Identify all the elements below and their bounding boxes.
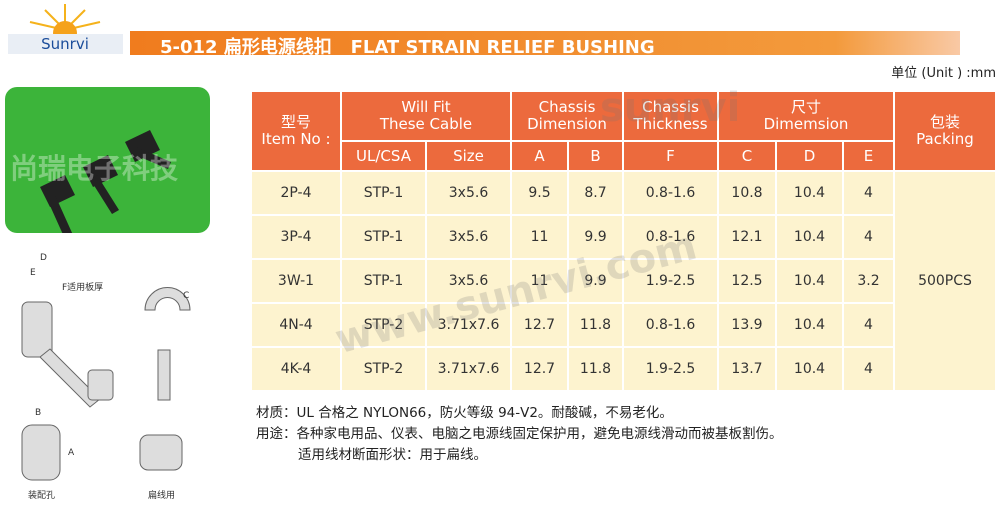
cell: 4 xyxy=(842,170,895,216)
subheader-cell: Size xyxy=(425,140,512,172)
cell: 4N-4 xyxy=(250,302,342,348)
cell: 4 xyxy=(842,302,895,348)
logo-text: Sunrvi xyxy=(41,35,89,53)
unit: 单位 (Unit ) :mm xyxy=(891,66,996,81)
packing-cell: 500PCS xyxy=(893,170,997,392)
logo: Sunrvi xyxy=(8,4,123,54)
cell: 2P-4 xyxy=(250,170,342,216)
header-cell: Will Fit These Cable xyxy=(340,90,512,142)
dim-label: A xyxy=(68,448,75,458)
subheader-cell: B xyxy=(567,140,624,172)
cell: 9.5 xyxy=(510,170,569,216)
note: 适用线材断面形状：用于扁线。 xyxy=(298,447,487,463)
cell: 9.9 xyxy=(567,258,624,304)
cell: 12.1 xyxy=(717,214,777,260)
header-cell: Chassis Dimension xyxy=(510,90,624,142)
row: 4N-4 STP-2 3.71x7.6 12.7 11.8 0.8-1.6 13.9 10.4… xyxy=(250,302,996,348)
cell: 3.2 xyxy=(842,258,895,304)
cell: 0.8-1.6 xyxy=(622,302,719,348)
dim-label: B xyxy=(35,408,41,418)
cell: 0.8-1.6 xyxy=(622,170,719,216)
subheader-cell: A xyxy=(510,140,569,172)
cell: 3x5.6 xyxy=(425,258,512,304)
dim-label: E xyxy=(30,268,36,278)
note: 用途：各种家电用品、仪表、电脑之电源线固定保护用，避免电源线滑动而被基板割伤。 xyxy=(256,426,783,442)
cell: 13.7 xyxy=(717,346,777,392)
cell: 12.7 xyxy=(510,302,569,348)
note: 材质：UL 合格之 NYLON66，防火等级 94-V2。耐酸碱，不易老化。 xyxy=(256,405,673,421)
subheader-cell: F xyxy=(622,140,719,172)
cell: 11 xyxy=(510,258,569,304)
title: 5-012 扁形电源线扣 FLAT STRAIN RELIEF BUSHING xyxy=(160,37,655,58)
product-photo: 尚瑞电子科技 xyxy=(5,87,210,233)
row: 3W-1 STP-1 3x5.6 11 9.9 1.9-2.5 12.5 10.4 3.2 xyxy=(250,258,996,304)
cell: 11.8 xyxy=(567,302,624,348)
cell: 11 xyxy=(510,214,569,260)
cell: STP-1 xyxy=(340,258,427,304)
cell: STP-1 xyxy=(340,170,427,216)
cell: 3.71x7.6 xyxy=(425,346,512,392)
cell: STP-2 xyxy=(340,302,427,348)
cell: STP-1 xyxy=(340,214,427,260)
cell: 3x5.6 xyxy=(425,170,512,216)
subheader-cell: UL/CSA xyxy=(340,140,427,172)
cell: 1.9-2.5 xyxy=(622,346,719,392)
dim-label: 装配孔 xyxy=(28,489,55,501)
cell: 12.7 xyxy=(510,346,569,392)
cell: 3W-1 xyxy=(250,258,342,304)
dim-label: 扁线用 xyxy=(148,489,175,501)
cell: 1.9-2.5 xyxy=(622,258,719,304)
cell: 10.4 xyxy=(775,214,844,260)
header-cell: 尺寸 Dimemsion xyxy=(717,90,895,142)
cell: 9.9 xyxy=(567,214,624,260)
drawings: D E F适用板厚 C B A 装配孔 扁线用 xyxy=(21,253,191,501)
dim-label: D xyxy=(40,253,47,263)
cell: 4 xyxy=(842,346,895,392)
cell: 13.9 xyxy=(717,302,777,348)
cell: 11.8 xyxy=(567,346,624,392)
cell: 4 xyxy=(842,214,895,260)
dim-label: F适用板厚 xyxy=(62,281,103,293)
title-bar: 5-012 扁形电源线扣 FLAT STRAIN RELIEF BUSHING xyxy=(130,31,960,58)
subheader-cell: C xyxy=(717,140,777,172)
cell: 12.5 xyxy=(717,258,777,304)
cell: 0.8-1.6 xyxy=(622,214,719,260)
cell: STP-2 xyxy=(340,346,427,392)
header-cell: Chassis Thickness xyxy=(622,90,719,142)
notes: 材质：UL 合格之 NYLON66，防火等级 94-V2。耐酸碱，不易老化。 用… xyxy=(256,403,783,466)
row: 3P-4 STP-1 3x5.6 11 9.9 0.8-1.6 12.1 10.4 4 xyxy=(250,214,996,260)
cell: 10.4 xyxy=(775,258,844,304)
cell: 10.4 xyxy=(775,346,844,392)
dim-label: C xyxy=(183,291,189,301)
cell: 3P-4 xyxy=(250,214,342,260)
cell: 10.8 xyxy=(717,170,777,216)
cell: 3x5.6 xyxy=(425,214,512,260)
cell: 3.71x7.6 xyxy=(425,302,512,348)
cell: 10.4 xyxy=(775,170,844,216)
header-cell: 包装 Packing xyxy=(893,90,997,172)
cell: 4K-4 xyxy=(250,346,342,392)
row: 2P-4 STP-1 3x5.6 9.5 8.7 0.8-1.6 10.8 10.4 4 500P… xyxy=(250,170,997,392)
header-cell: 型号 Item No : xyxy=(250,90,342,172)
cell: 10.4 xyxy=(775,302,844,348)
subheader-cell: D xyxy=(775,140,844,172)
spec-table: 型号 Item No : Will Fit These Cable Chassis D… xyxy=(250,90,997,392)
subheader-cell: E xyxy=(842,140,895,172)
row: 4K-4 STP-2 3.71x7.6 12.7 11.8 1.9-2.5 13.7 10.4… xyxy=(250,346,996,392)
cell: 8.7 xyxy=(567,170,624,216)
